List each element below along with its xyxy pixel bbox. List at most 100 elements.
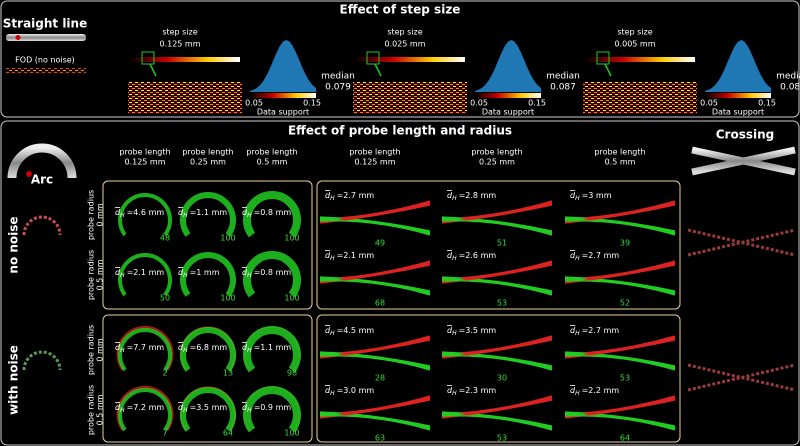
distance-value: =2.3 mm — [459, 386, 497, 395]
streamline-count: 51 — [497, 239, 507, 248]
arc-tracts — [243, 191, 301, 238]
crossing-tracts-red — [441, 339, 553, 359]
distance-value: =0.8 mm — [254, 208, 292, 217]
streamline-count: 63 — [375, 434, 385, 443]
arc-fod — [22, 350, 62, 371]
zoom-arrow — [604, 63, 612, 77]
distance-subscript: H — [247, 407, 252, 414]
arc-tracts — [118, 388, 172, 432]
streamline-count: 64 — [223, 429, 233, 438]
distance-label: dH =2.7 mm — [570, 251, 619, 263]
distance-label: dH =3.5 mm — [447, 326, 496, 338]
crossing-tracts-red — [564, 399, 676, 419]
zoom-box — [596, 51, 610, 65]
straight-tube — [6, 34, 86, 41]
streamline-count: 100 — [284, 429, 299, 438]
crossing-tracts-green — [319, 280, 431, 296]
distance-subscript: H — [452, 390, 457, 397]
seed — [15, 35, 21, 40]
median-label: median — [546, 72, 580, 82]
crossing-tracts-red — [441, 399, 553, 419]
distance-subscript: H — [247, 212, 252, 219]
crossing-tracts-green — [564, 415, 676, 431]
crossing-box — [316, 180, 681, 310]
tract-overview — [585, 57, 695, 62]
seed — [26, 171, 32, 177]
histogram — [475, 40, 541, 92]
probe-length-value: 0.125 mm — [124, 158, 165, 167]
probe-radius-label: probe radius — [87, 325, 96, 375]
probe-length-label: probe length — [246, 148, 297, 157]
streamline-count: 64 — [620, 434, 630, 443]
distance-symbol: d — [178, 343, 184, 352]
distance-label: dH =7.7 mm — [115, 343, 164, 355]
arc-tracts — [243, 326, 301, 373]
probe-radius-label: probe radius — [87, 190, 96, 240]
noise-label: with noise — [7, 345, 21, 415]
distance-value: =3.5 mm — [190, 403, 228, 412]
step-value: 0.005 mm — [614, 40, 655, 49]
distance-label: dH =3.0 mm — [325, 386, 374, 398]
distance-symbol: d — [242, 208, 248, 217]
arc-tracts — [180, 387, 236, 432]
distance-symbol: d — [242, 268, 248, 277]
crossing-tracts-green — [441, 355, 553, 371]
colorbar — [250, 93, 316, 98]
streamline-count: 100 — [284, 234, 299, 243]
colorbar-label: Data support — [482, 108, 534, 117]
distance-value: =2.7 mm — [582, 251, 620, 260]
distance-value: =0.9 mm — [254, 403, 292, 412]
distance-value: =3.5 mm — [459, 326, 497, 335]
distance-symbol: d — [178, 208, 184, 217]
distance-symbol: d — [325, 326, 331, 335]
streamline-count: 50 — [160, 294, 170, 303]
zoom-arrow — [149, 63, 157, 77]
distance-subscript: H — [575, 330, 580, 337]
distance-subscript: H — [120, 212, 125, 219]
tract-overview — [355, 57, 465, 62]
distance-subscript: H — [183, 347, 188, 354]
distance-symbol: d — [178, 403, 184, 412]
tract-overview — [130, 57, 240, 62]
probe-length-value: 0.5 mm — [257, 158, 288, 167]
distance-subscript: H — [575, 390, 580, 397]
arc-tracts-red — [116, 325, 174, 371]
step-label: step size — [387, 28, 422, 37]
probe-length-label: probe length — [182, 148, 233, 157]
distance-label: dH =2.7 mm — [325, 191, 374, 203]
distance-value: =2.8 mm — [459, 191, 497, 200]
streamline-count: 53 — [497, 299, 507, 308]
noise-label: no noise — [7, 216, 21, 273]
distance-value: =4.5 mm — [337, 326, 375, 335]
crossing-tracts-green — [441, 220, 553, 236]
colorbar — [705, 93, 771, 98]
colorbar-tick: 0.05 — [700, 99, 718, 108]
distance-symbol: d — [570, 326, 576, 335]
streamline-count: 13 — [223, 369, 233, 378]
probe-panel — [0, 120, 800, 446]
colorbar-tick: 0.05 — [245, 99, 263, 108]
histogram — [250, 40, 316, 92]
step-label: step size — [617, 28, 652, 37]
distance-subscript: H — [575, 255, 580, 262]
distance-symbol: d — [325, 191, 331, 200]
tract-zoom — [583, 82, 697, 114]
colorbar — [475, 93, 541, 98]
distance-subscript: H — [120, 347, 125, 354]
streamline-count: 100 — [284, 294, 299, 303]
arc-tracts — [118, 328, 172, 372]
distance-symbol: d — [115, 268, 121, 277]
distance-label: dH =0.8 mm — [242, 208, 291, 220]
crossing-tracts-red — [564, 204, 676, 224]
colorbar-tick: 0.15 — [758, 99, 776, 108]
distance-label: dH =2.1 mm — [115, 268, 164, 280]
distance-label: dH =4.6 mm — [115, 208, 164, 220]
distance-label: dH =0.9 mm — [242, 403, 291, 415]
crossing-tracts-green — [319, 220, 431, 236]
distance-symbol: d — [570, 191, 576, 200]
streamline-count: 28 — [375, 374, 385, 383]
crossing-tracts-red — [441, 204, 553, 224]
distance-value: =1.1 mm — [190, 208, 228, 217]
step-value: 0.125 mm — [159, 40, 200, 49]
arc-tracts — [118, 193, 172, 237]
